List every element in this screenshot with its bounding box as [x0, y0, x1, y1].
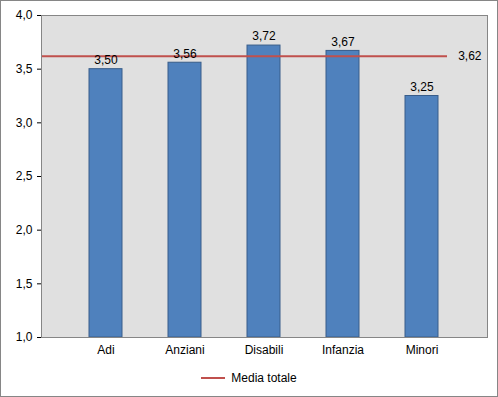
svg-text:3,25: 3,25 [410, 80, 434, 94]
svg-text:3,67: 3,67 [331, 35, 355, 49]
svg-text:3,50: 3,50 [94, 53, 118, 67]
svg-text:Disabili: Disabili [245, 343, 284, 357]
svg-text:3,56: 3,56 [173, 47, 197, 61]
html-text:Media totale: Media totale [231, 371, 297, 385]
svg-text:Adi: Adi [97, 343, 114, 357]
svg-text:2,5: 2,5 [16, 169, 33, 183]
svg-text:Anziani: Anziani [165, 343, 204, 357]
svg-text:4,0: 4,0 [16, 8, 33, 22]
svg-text:3,72: 3,72 [252, 29, 276, 43]
svg-text:Minori: Minori [406, 343, 439, 357]
svg-text:1,5: 1,5 [16, 277, 33, 291]
svg-text:3,62: 3,62 [458, 49, 482, 63]
svg-text:2,0: 2,0 [16, 223, 33, 237]
svg-text:1,0: 1,0 [16, 330, 33, 344]
svg-text:3,0: 3,0 [16, 116, 33, 130]
svg-text:Infanzia: Infanzia [322, 343, 364, 357]
svg-text:3,5: 3,5 [16, 62, 33, 76]
